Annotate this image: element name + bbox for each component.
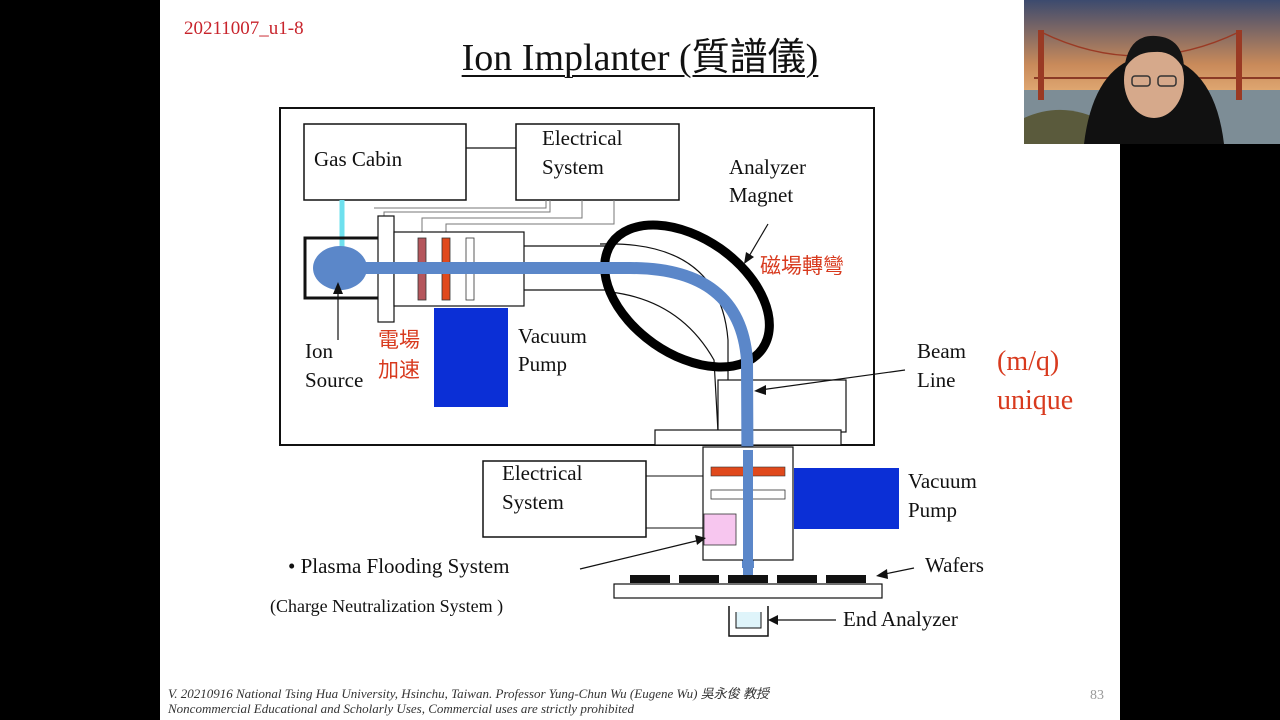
webcam-feed: [1024, 0, 1280, 144]
label-electrical-system-top-1: Electrical: [542, 126, 623, 150]
label-pump-1: Pump: [518, 352, 568, 376]
label-electrical-system-bottom-2: System: [502, 490, 564, 514]
label-analyzer: Analyzer: [729, 155, 806, 179]
end-analyzer-cup: [728, 606, 769, 637]
footer-line-2: Noncommercial Educational and Scholarly …: [168, 701, 635, 716]
ion-source-blob: [313, 246, 367, 290]
vacuum-pump-1: [434, 308, 508, 407]
ion-implanter-diagram: [279, 107, 915, 637]
label-field-accel-2: 加速: [378, 358, 420, 382]
wafer: [777, 575, 817, 583]
label-plasma-flooding: • Plasma Flooding System: [288, 554, 510, 578]
label-pump-2: Pump: [908, 498, 958, 522]
label-electrical-system-top-2: System: [542, 155, 604, 179]
label-gas-cabin: Gas Cabin: [314, 147, 403, 171]
label-line: Line: [917, 368, 956, 392]
electrical-system-box-bottom: [482, 460, 647, 538]
label-unique: unique: [997, 385, 1074, 416]
wafer-platform: [613, 583, 883, 599]
ion-source-chamber: [303, 236, 378, 300]
electrical-system-box-top: [515, 123, 680, 201]
ion-beam: [340, 262, 754, 569]
label-wafers: Wafers: [925, 553, 984, 577]
gas-cabin-box: [303, 123, 467, 201]
label-vacuum-2: Vacuum: [908, 469, 977, 493]
label-charge-neutralization: (Charge Neutralization System ): [270, 596, 504, 616]
label-beam: Beam: [917, 339, 966, 363]
date-tag: 20211007_u1-8: [184, 18, 304, 39]
slide: 20211007_u1-8 Ion Implanter (質譜儀): [160, 0, 1120, 720]
label-ion: Ion: [305, 339, 333, 363]
label-source: Source: [305, 368, 364, 392]
analyzer-magnet-ring: [600, 220, 774, 372]
label-end-analyzer: End Analyzer: [843, 607, 958, 631]
page-number: 83: [1090, 688, 1104, 703]
housing-box: [279, 107, 875, 446]
label-field-accel-1: 電場: [378, 328, 420, 352]
label-vacuum-1: Vacuum: [518, 324, 587, 348]
presenter-webcam: [1024, 0, 1280, 144]
vacuum-pump-2: [794, 468, 899, 529]
label-magnet-turning: 磁場轉彎: [760, 254, 844, 278]
label-magnet: Magnet: [729, 183, 794, 207]
slide-title: Ion Implanter (質譜儀): [461, 37, 819, 79]
label-electrical-system-bottom-1: Electrical: [502, 461, 583, 485]
wafer: [679, 575, 719, 583]
wafer: [630, 575, 670, 583]
wafer: [826, 575, 866, 583]
wafer: [728, 575, 768, 583]
label-mq: (m/q): [997, 346, 1060, 377]
footer-line-1: V. 20210916 National Tsing Hua Universit…: [168, 686, 769, 701]
plasma-flood-gun: [703, 513, 737, 546]
